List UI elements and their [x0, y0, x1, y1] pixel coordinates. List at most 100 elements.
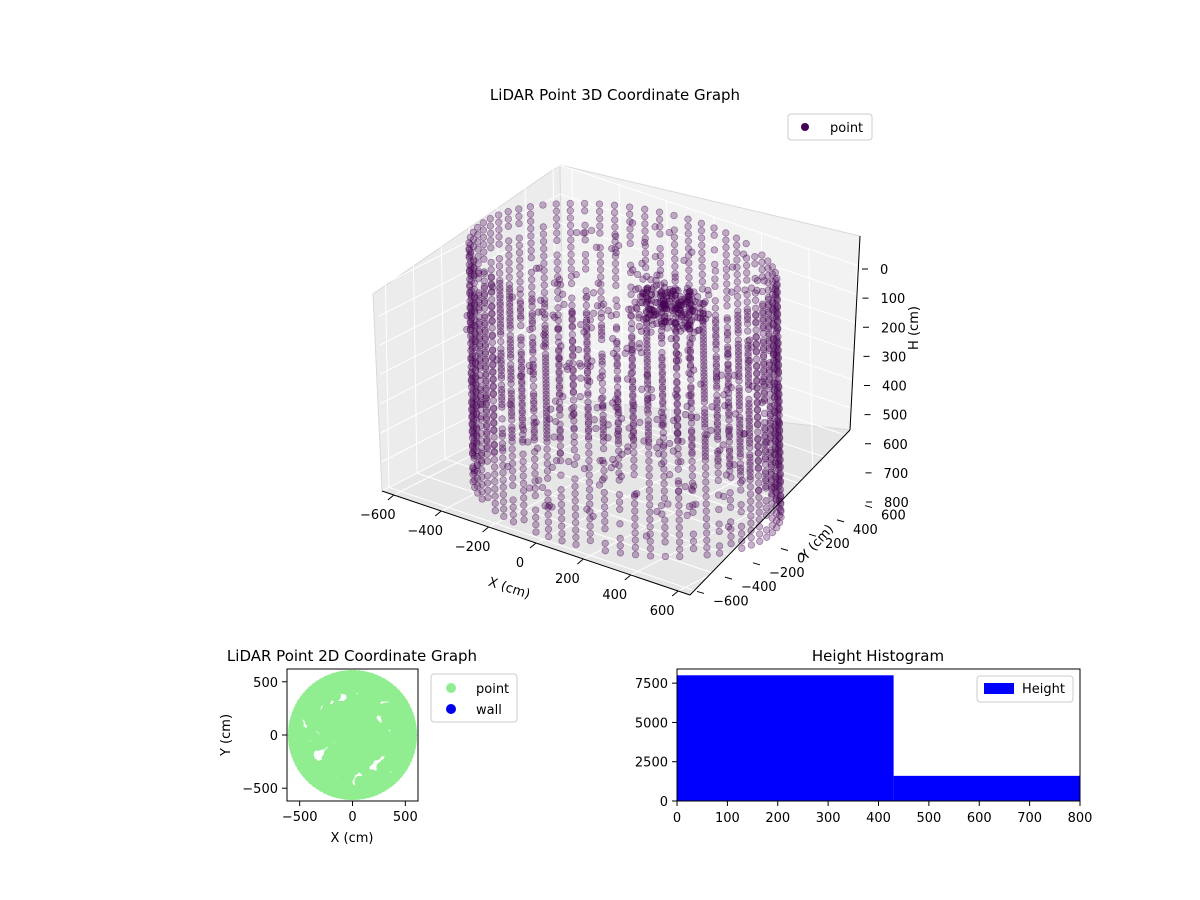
data-point — [765, 359, 774, 367]
data-point — [674, 429, 682, 437]
data-point — [661, 523, 669, 532]
data-point — [538, 483, 547, 492]
data-point — [772, 334, 781, 342]
y-axis-label-2d: Y (cm) — [219, 714, 234, 757]
legend-3d-label-point: point — [830, 121, 863, 136]
data-point — [680, 324, 688, 332]
data-point — [687, 428, 696, 436]
data-point — [699, 309, 707, 318]
data-point — [686, 299, 694, 307]
data-point — [685, 325, 693, 333]
data-point — [643, 377, 652, 385]
data-point — [629, 412, 637, 421]
data-point — [639, 275, 647, 283]
data-point — [659, 434, 668, 442]
data-point — [746, 497, 755, 505]
data-point — [752, 304, 760, 312]
data-point — [689, 537, 698, 546]
data-point — [532, 528, 540, 536]
histogram-bar — [893, 775, 1080, 801]
data-point — [625, 203, 634, 211]
data-point — [744, 371, 753, 379]
data-point — [567, 228, 575, 237]
data-point — [499, 447, 507, 455]
data-point — [489, 404, 498, 412]
data-point — [630, 470, 638, 479]
data-point — [598, 372, 606, 380]
data-point — [601, 547, 609, 555]
data-point — [516, 372, 525, 380]
data-point — [762, 511, 770, 519]
data-point — [658, 368, 666, 376]
data-point — [759, 336, 767, 345]
data-point — [583, 345, 591, 353]
data-point — [484, 479, 492, 487]
data-point — [567, 243, 575, 251]
data-point — [771, 451, 780, 459]
data-point — [597, 324, 606, 332]
data-point — [643, 286, 652, 294]
data-point — [504, 215, 512, 223]
data-point — [609, 455, 617, 464]
data-point — [586, 536, 595, 545]
data-point — [496, 320, 505, 328]
data-point — [599, 445, 608, 453]
data-point — [733, 249, 741, 257]
data-point — [686, 361, 695, 369]
data-point — [773, 309, 782, 317]
data-point — [747, 526, 755, 535]
data-point — [744, 341, 752, 350]
data-point — [544, 496, 552, 504]
data-point — [599, 394, 607, 402]
data-point — [520, 501, 528, 509]
data-point — [542, 361, 550, 369]
data-point — [644, 421, 652, 429]
data-point — [774, 438, 782, 447]
data-point — [670, 240, 679, 249]
data-point — [474, 267, 482, 275]
data-point — [516, 297, 524, 305]
data-point — [660, 279, 668, 287]
data-point — [672, 350, 681, 358]
data-point — [688, 248, 696, 256]
data-point — [742, 239, 750, 248]
data-point — [647, 291, 655, 299]
data-point — [745, 385, 753, 393]
data-point — [567, 258, 575, 266]
data-point — [518, 387, 526, 395]
data-point — [506, 299, 514, 308]
data-point — [532, 513, 540, 522]
data-point — [488, 332, 496, 340]
data-point — [644, 435, 653, 444]
data-point — [772, 480, 780, 488]
data-point — [684, 230, 692, 238]
data-point — [527, 217, 535, 225]
data-point — [543, 474, 552, 482]
data-point — [497, 367, 505, 375]
data-point — [490, 426, 498, 434]
data-point — [617, 472, 625, 481]
data-point — [527, 254, 535, 262]
data-point — [489, 361, 497, 369]
data-point — [508, 416, 516, 424]
data-point — [615, 491, 624, 499]
data-point — [629, 421, 637, 430]
data-point — [585, 442, 593, 450]
data-point — [530, 428, 538, 437]
data-point — [753, 362, 761, 370]
data-point — [644, 392, 652, 400]
data-point — [496, 291, 504, 299]
data-point — [662, 301, 670, 309]
data-point — [759, 322, 767, 330]
data-point — [528, 324, 537, 332]
data-point — [765, 337, 773, 345]
data-point — [758, 265, 766, 274]
data-point — [736, 464, 745, 472]
data-point — [599, 404, 607, 412]
data-point — [767, 434, 775, 442]
data-point — [498, 396, 506, 404]
data-point — [557, 471, 565, 479]
data-point — [580, 229, 588, 237]
data-point — [652, 298, 660, 306]
data-point — [496, 308, 504, 317]
